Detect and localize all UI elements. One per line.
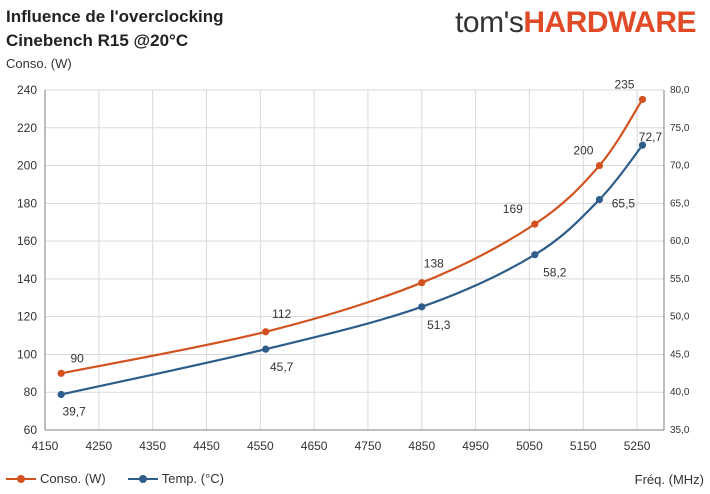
legend-item-temp: Temp. (°C) — [127, 471, 224, 486]
data-label: 138 — [424, 257, 444, 271]
data-point — [531, 220, 539, 228]
x-tick-label: 5150 — [570, 439, 597, 453]
data-point — [57, 390, 65, 399]
y-tick-label: 240 — [17, 83, 37, 97]
x-tick-label: 4250 — [85, 439, 112, 453]
data-label: 200 — [573, 144, 593, 158]
x-tick-label: 5050 — [516, 439, 543, 453]
logo-part2: HARDWARE — [523, 6, 696, 39]
logo-part1: tom's — [455, 6, 524, 39]
y2-tick-label: 75,0 — [670, 123, 690, 134]
data-label: 58,2 — [543, 266, 567, 280]
x-tick-label: 4350 — [139, 439, 166, 453]
x-tick-label: 4750 — [355, 439, 382, 453]
y-tick-label: 80 — [24, 385, 38, 399]
x-tick-label: 4650 — [301, 439, 328, 453]
data-point — [595, 161, 604, 170]
data-point — [418, 303, 426, 311]
data-point — [638, 95, 647, 104]
y-tick-label: 60 — [24, 423, 38, 437]
x-axis-label: Fréq. (MHz) — [634, 472, 704, 487]
data-label: 235 — [614, 77, 634, 91]
data-point — [57, 369, 65, 377]
chart-title-line2: Cinebench R15 @20°C — [6, 31, 189, 50]
legend-swatch-conso — [6, 473, 36, 485]
data-point — [418, 279, 426, 287]
data-label: 90 — [70, 351, 84, 365]
toms-hardware-logo: tom'sHARDWARE — [455, 6, 696, 40]
data-label: 72,7 — [639, 130, 663, 144]
legend-item-conso: Conso. (W) — [6, 471, 106, 486]
data-point — [262, 345, 270, 353]
y2-tick-label: 65,0 — [670, 198, 690, 209]
series-line-0 — [60, 98, 644, 375]
data-point — [638, 141, 647, 149]
y-tick-label: 200 — [17, 159, 37, 173]
data-label: 45,7 — [270, 360, 294, 374]
chart-legend: Conso. (W) Temp. (°C) — [6, 471, 224, 486]
legend-swatch-temp — [127, 473, 158, 485]
y2-tick-label: 80,0 — [670, 85, 690, 96]
chart-title-line1: Influence de l'overclocking — [6, 7, 224, 26]
x-tick-label: 4950 — [462, 439, 489, 453]
y2-tick-label: 70,0 — [670, 161, 690, 172]
y-axis-label: Conso. (W) — [6, 56, 72, 71]
x-tick-label: 4150 — [32, 439, 59, 453]
y-tick-label: 220 — [17, 121, 37, 135]
data-point — [595, 195, 604, 204]
y2-tick-label: 40,0 — [670, 387, 690, 398]
x-tick-label: 5250 — [624, 439, 651, 453]
data-label: 51,3 — [427, 318, 451, 332]
y2-tick-label: 50,0 — [670, 312, 690, 323]
data-label: 39,7 — [62, 404, 86, 418]
y-tick-label: 180 — [17, 196, 37, 210]
y-tick-label: 160 — [17, 234, 37, 248]
data-label: 65,5 — [612, 197, 636, 211]
legend-label-conso: Conso. (W) — [40, 471, 106, 486]
y2-tick-label: 35,0 — [670, 425, 690, 436]
y-tick-label: 120 — [17, 310, 37, 324]
data-label: 169 — [503, 202, 523, 216]
x-tick-label: 4450 — [193, 439, 220, 453]
x-tick-label: 4550 — [247, 439, 274, 453]
x-tick-label: 4850 — [408, 439, 435, 453]
y2-tick-label: 45,0 — [670, 349, 690, 360]
data-point — [531, 251, 539, 259]
y2-tick-label: 60,0 — [670, 236, 690, 247]
y2-tick-label: 55,0 — [670, 274, 690, 285]
data-label: 112 — [272, 307, 291, 321]
data-point — [262, 328, 270, 336]
y-tick-label: 100 — [17, 347, 37, 361]
legend-label-temp: Temp. (°C) — [161, 471, 224, 486]
y-tick-label: 140 — [17, 272, 37, 286]
